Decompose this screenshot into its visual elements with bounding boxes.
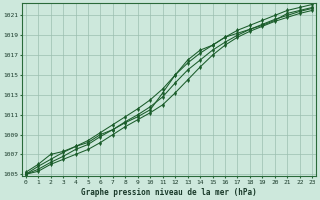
X-axis label: Graphe pression niveau de la mer (hPa): Graphe pression niveau de la mer (hPa) bbox=[81, 188, 257, 197]
